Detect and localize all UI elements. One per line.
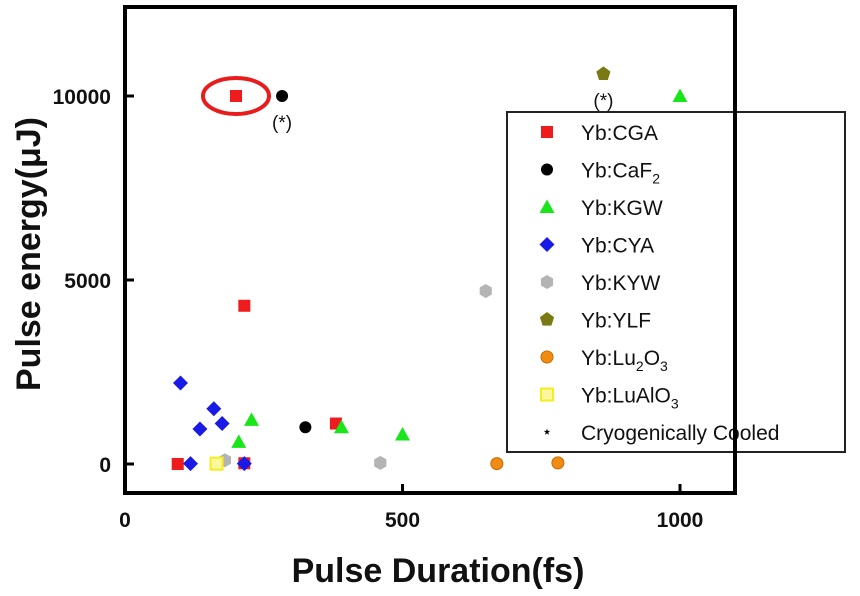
legend-label-yb-ylf: Yb:YLF [581, 310, 651, 333]
point-yb-cya-0 [173, 375, 188, 391]
cryo-annotation: (*) [272, 113, 292, 134]
point-yb-caf2-0 [276, 90, 289, 102]
point-yb-lu2o3-1 [551, 456, 565, 470]
point-yb-kyw-2 [479, 284, 492, 298]
legend-marker-yb-caf2 [541, 163, 553, 176]
point-yb-ylf-0 [596, 66, 611, 80]
legend: Yb:CGA Yb:CaF2 Yb:KGW Yb:CYA Yb:KYW Yb:YLF Yb:… [506, 111, 846, 453]
y-tick-label: 5000 [64, 270, 111, 293]
x-tick-label: 1000 [657, 509, 704, 532]
point-yb-cya-3 [206, 401, 222, 417]
highlight-ellipse [201, 76, 271, 116]
point-yb-cya-5 [236, 456, 252, 472]
point-yb-caf2-1 [299, 421, 312, 434]
point-yb-cya-1 [182, 456, 198, 472]
point-yb-cga-0 [171, 458, 184, 470]
legend-label-yb-lu2o3: Yb:Lu2O3 [581, 347, 668, 374]
legend-box [506, 111, 846, 453]
point-yb-kyw-1 [374, 455, 387, 470]
legend-label-yb-cya: Yb:CYA [581, 235, 654, 258]
legend-marker-yb-kgw [539, 199, 555, 213]
legend-label-yb-kyw: Yb:KYW [581, 272, 661, 295]
data-points [171, 66, 688, 472]
point-yb-cga-1 [230, 90, 242, 102]
x-axis-title: Pulse Duration(fs) [292, 552, 585, 590]
legend-marker-yb-lu2o3 [540, 350, 554, 364]
point-yb-lualo3-0 [209, 456, 224, 471]
point-yb-lu2o3-0 [490, 457, 504, 471]
point-yb-cya-4 [214, 416, 230, 432]
point-yb-kgw-1 [244, 412, 260, 426]
y-axis-title: Pulse energy(μJ) [10, 117, 48, 391]
legend-marker-yb-lualo3 [540, 387, 554, 402]
point-yb-kgw-0 [231, 434, 247, 448]
legend-label-yb-kgw: Yb:KGW [581, 197, 663, 220]
point-yb-cya-2 [192, 421, 208, 437]
legend-label-yb-lualo3: Yb:LuAlO3 [581, 385, 679, 412]
annotations: (*) (*) [201, 76, 613, 134]
x-tick-label: 0 [119, 509, 131, 532]
plot-frame [123, 5, 737, 495]
cryo-annotation: (*) [593, 91, 613, 112]
legend-marker-yb-kyw [540, 275, 554, 289]
legend-marker-yb-cya [539, 237, 555, 252]
x-tick-label: 500 [385, 509, 420, 532]
point-yb-cga-2 [238, 299, 251, 312]
legend-marker-cryogenically-cooled [543, 428, 551, 435]
legend-label-yb-cga: Yb:CGA [581, 122, 658, 145]
y-tick-label: 0 [99, 454, 111, 477]
point-yb-kgw-4 [672, 88, 688, 102]
y-tick-label: 10000 [53, 86, 111, 109]
point-yb-kgw-2 [333, 419, 349, 434]
point-yb-kgw-3 [395, 427, 410, 441]
legend-label-cryogenically-cooled: Cryogenically Cooled [581, 422, 779, 445]
legend-label-yb-caf2: Yb:CaF2 [581, 160, 660, 187]
legend-marker-yb-cga [541, 126, 553, 138]
legend-marker-yb-ylf [539, 312, 555, 326]
